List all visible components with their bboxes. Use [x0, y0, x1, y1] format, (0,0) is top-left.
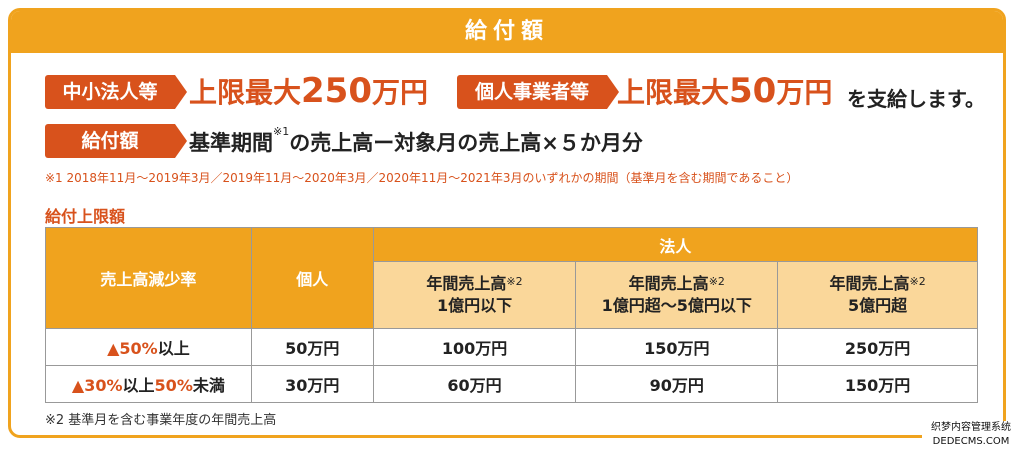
- individual-cell: 30万円: [250, 365, 374, 403]
- individual-limit-unit: 万円: [776, 76, 833, 109]
- corp-cell: 250万円: [777, 328, 978, 366]
- header-col-1: 年間売上高※2 1億円以下: [372, 261, 577, 329]
- corp-cell: 150万円: [777, 365, 978, 403]
- formula-part-a: 基準期間: [189, 131, 273, 155]
- corp-cell: 60万円: [372, 365, 577, 403]
- header-corporation: 法人: [372, 227, 979, 262]
- header-col-2: 年間売上高※2 1億円超～5億円以下: [575, 261, 779, 329]
- footnote-1: ※1 2018年11月～2019年3月／2019年11月～2020年3月／202…: [45, 171, 799, 185]
- individual-limit: 上限最大50万円: [617, 71, 832, 113]
- sme-limit-unit: 万円: [372, 76, 429, 109]
- footnote-2: ※2 基準月を含む事業年度の年間売上高: [45, 413, 277, 428]
- sme-limit: 上限最大250万円: [189, 71, 428, 113]
- corp-cell: 150万円: [575, 328, 779, 366]
- individual-limit-amount: 50: [729, 71, 777, 111]
- sme-limit-amount: 250: [301, 71, 372, 111]
- formula-part-b: の売上高ー対象月の売上高×５か月分: [289, 131, 643, 155]
- limit-table: 売上高減少率 個人 法人 年間売上高※2 1億円以下 年間売上高※2 1億円超～5億…: [45, 227, 979, 403]
- corp-cell: 90万円: [575, 365, 779, 403]
- limit-subtitle: 給付上限額: [45, 207, 126, 226]
- badge-individual: 個人事業者等: [457, 75, 619, 109]
- badge-sme: 中小法人等: [45, 75, 187, 109]
- provide-text: を支給します。: [847, 87, 985, 111]
- sme-limit-prefix: 上限最大: [189, 76, 302, 109]
- individual-limit-prefix: 上限最大: [617, 76, 730, 109]
- table-row: ▲50%以上 50万円 100万円 150万円 250万円: [45, 328, 978, 366]
- header-individual: 個人: [250, 227, 374, 329]
- header-col-3: 年間売上高※2 5億円超: [777, 261, 978, 329]
- watermark-logo: 织梦内容管理系统 DEDECMS.COM: [922, 421, 1020, 451]
- badge-benefit: 給付額: [45, 124, 187, 158]
- benefit-panel: 給付額 中小法人等 上限最大250万円 個人事業者等 上限最大50万円 を支給し…: [8, 8, 1006, 438]
- table-row: ▲30%以上50%未満 30万円 60万円 90万円 150万円: [45, 365, 978, 403]
- individual-cell: 50万円: [250, 328, 374, 366]
- watermark-line2: DEDECMS.COM: [932, 436, 1010, 447]
- panel-title: 給付額: [11, 11, 1003, 53]
- corp-cell: 100万円: [372, 328, 577, 366]
- header-rate: 売上高減少率: [45, 227, 252, 329]
- watermark-line1: 织梦内容管理系统: [931, 422, 1011, 433]
- rate-cell: ▲50%以上: [45, 328, 252, 366]
- rate-cell: ▲30%以上50%未満: [45, 365, 252, 403]
- formula-footnote-ref: ※1: [273, 125, 290, 138]
- benefit-formula: 基準期間※1の売上高ー対象月の売上高×５か月分: [189, 125, 643, 157]
